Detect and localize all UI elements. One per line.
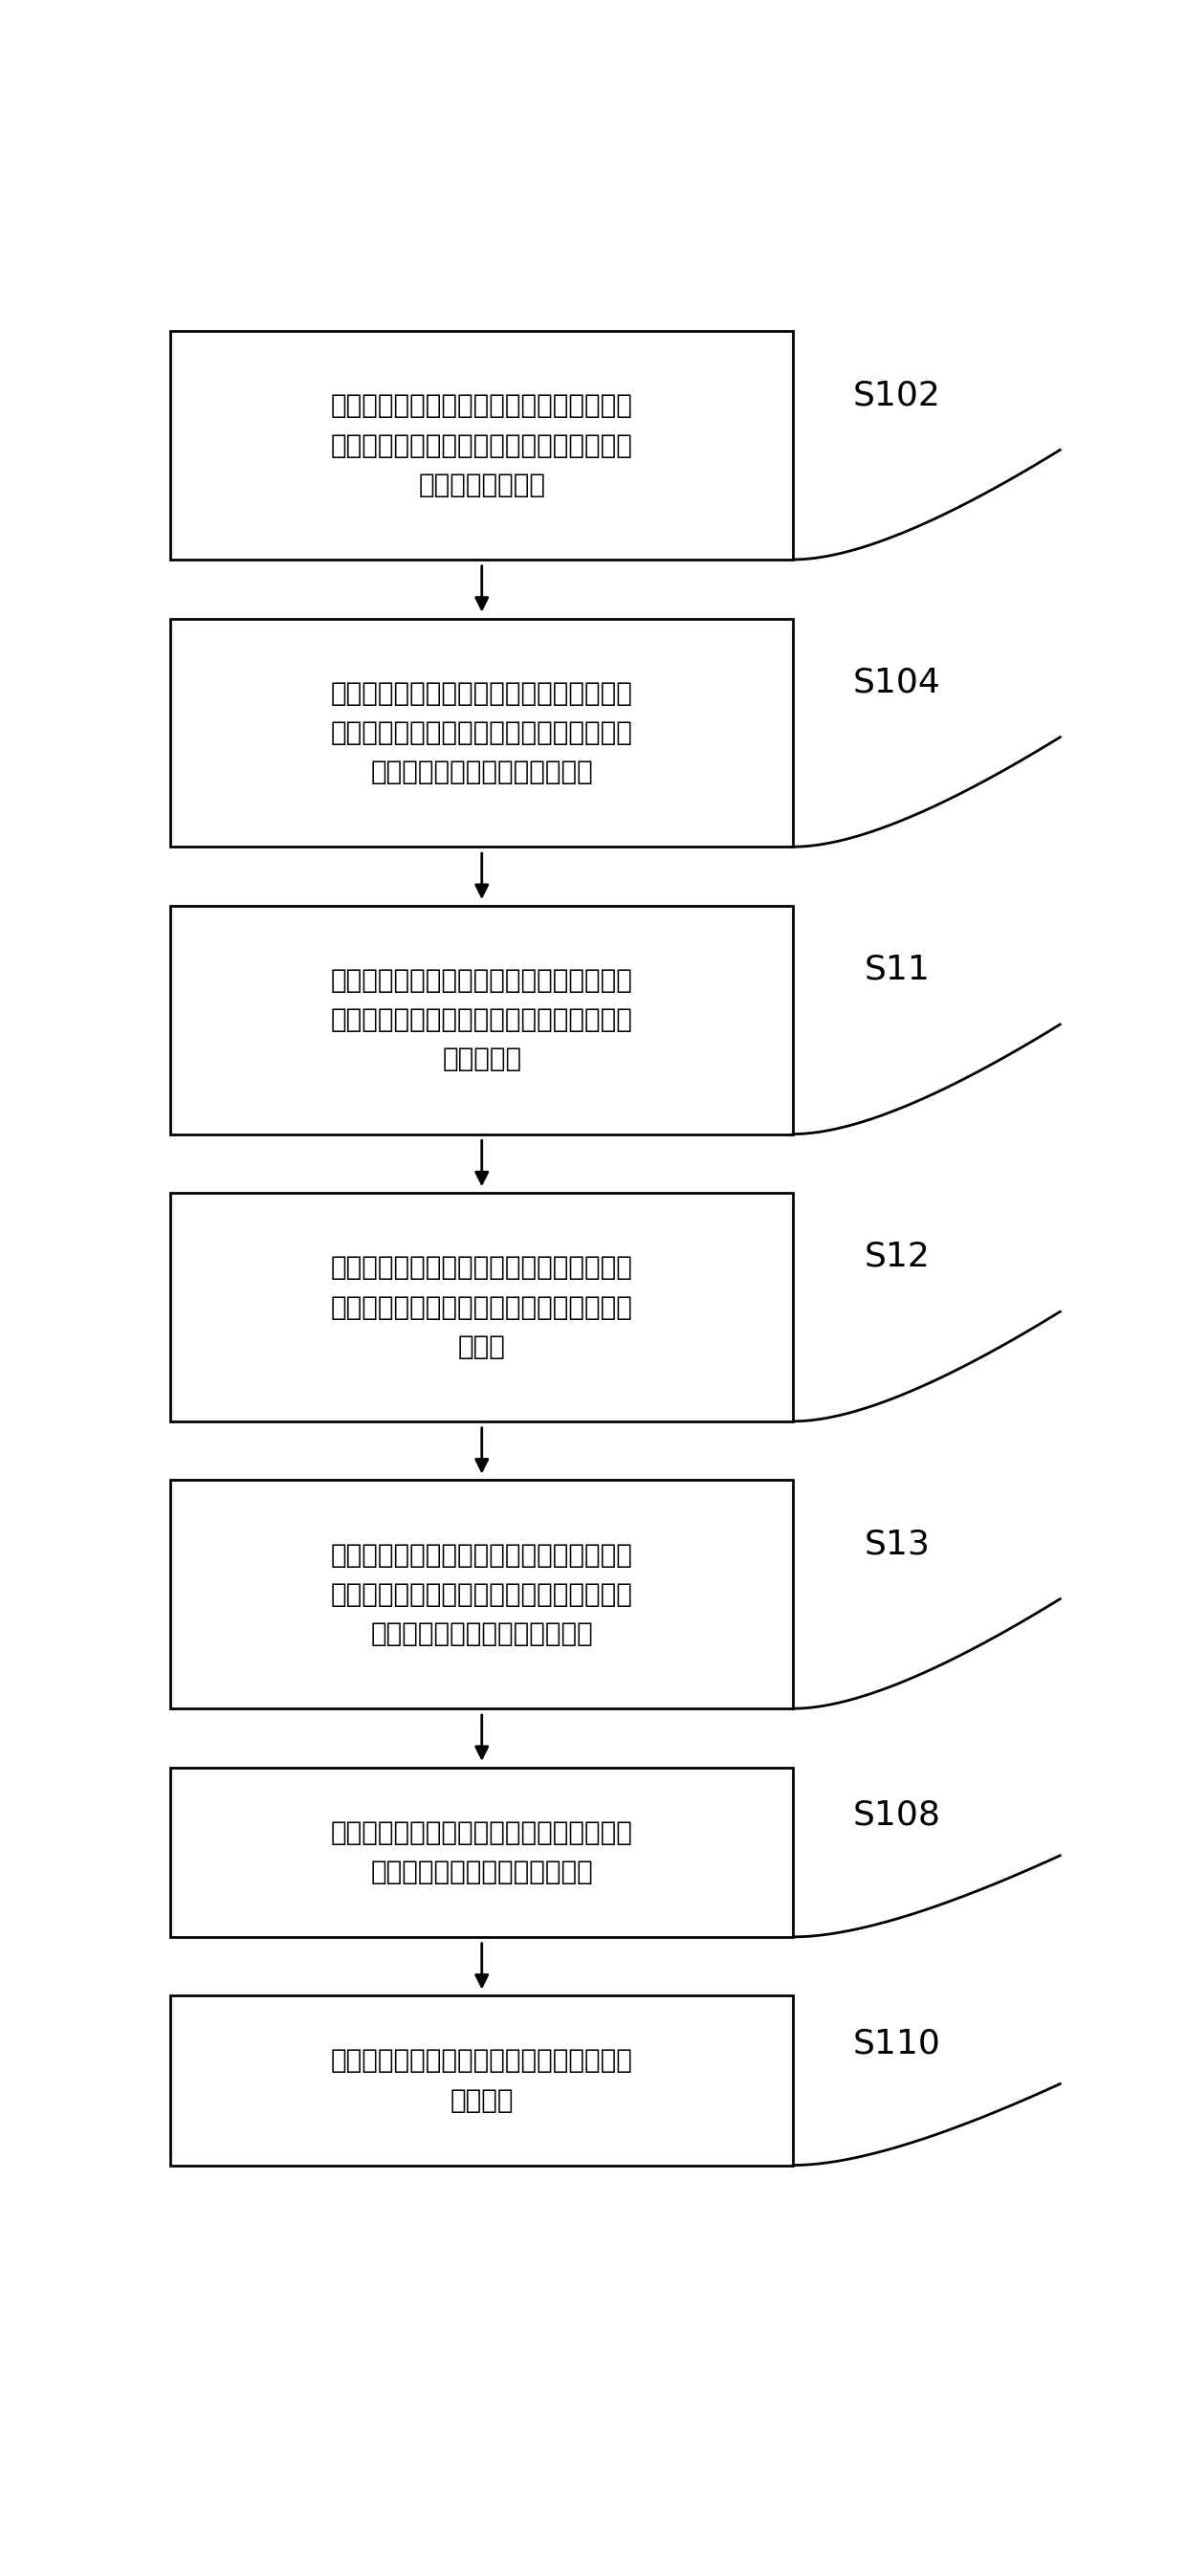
Bar [171, 1481, 793, 1708]
Text: 将温度数据输入三维电化学模型，作为电化
学反应的温度，并计算出电化学反应的产热
率，从而得到电化学热耦合模型: 将温度数据输入三维电化学模型，作为电化 学反应的温度，并计算出电化学反应的产热 … [331, 1540, 633, 1646]
Text: S11: S11 [863, 953, 930, 987]
Text: 将物理化学参数输入电化学热耦合模型，计
算待检测锂离子电池的目标参数: 将物理化学参数输入电化学热耦合模型，计 算待检测锂离子电池的目标参数 [331, 1819, 633, 1886]
Text: 基于待检测锂离子电池在充电过程中的电化
学反应和待检测锂离子电池的尺寸数据，构
建三维电化学模型: 基于待检测锂离子电池在充电过程中的电化 学反应和待检测锂离子电池的尺寸数据，构 … [331, 392, 633, 497]
Bar [171, 1767, 793, 1937]
Text: 将产热率数据作为热源输入三维热模型，以
使三维热模型的计算待检测锂离子电池的温
度数据: 将产热率数据作为热源输入三维热模型，以 使三维热模型的计算待检测锂离子电池的温 … [331, 1255, 633, 1360]
Text: 基于目标参数，预测待检测锂离子电池的锂
沉积结果: 基于目标参数，预测待检测锂离子电池的锂 沉积结果 [331, 2048, 633, 2115]
Bar [171, 332, 793, 559]
Text: 获取三维电化学模型模拟待检测锂离子电池
在充电过程中的得到的物理化学参数，并基
于物理化学参数构建三维热模型: 获取三维电化学模型模拟待检测锂离子电池 在充电过程中的得到的物理化学参数，并基 … [331, 680, 633, 786]
Text: S13: S13 [863, 1528, 930, 1561]
Bar [171, 1193, 793, 1422]
Text: S102: S102 [853, 379, 940, 412]
Text: S108: S108 [853, 1798, 940, 1832]
Bar [171, 1996, 793, 2166]
Bar [171, 907, 793, 1133]
Text: S110: S110 [853, 2027, 940, 2058]
Text: S12: S12 [863, 1242, 930, 1273]
Text: S104: S104 [853, 667, 940, 698]
Bar [171, 618, 793, 848]
Text: 基于物理化学参数、阿伦尼乌斯公式、可逆
热方程和不可逆热方程，计算电化学反应的
产热率数据: 基于物理化学参数、阿伦尼乌斯公式、可逆 热方程和不可逆热方程，计算电化学反应的 … [331, 966, 633, 1072]
